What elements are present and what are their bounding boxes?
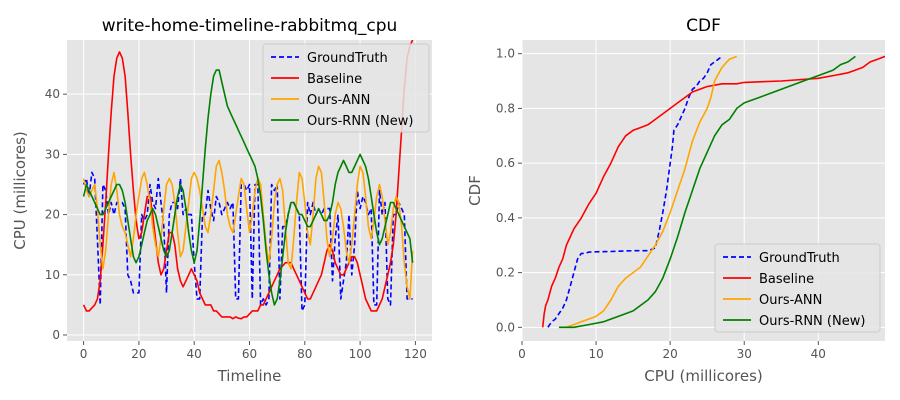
legend-entry: Ours-ANN xyxy=(307,93,370,108)
legend-box xyxy=(262,43,430,133)
x-tick-label: 30 xyxy=(737,347,752,361)
y-tick-label: 0.8 xyxy=(496,101,515,115)
timeline-chart: 0 20 40 60 80 100 120 0 10 20 30 40 write-home-timel… xyxy=(11,16,432,385)
y-tick-label: 20 xyxy=(45,208,60,222)
y-tick-label: 0.6 xyxy=(496,156,515,170)
series-line-ours-ann xyxy=(82,159,414,300)
series-line-baseline xyxy=(82,40,414,320)
legend-entry: GroundTruth xyxy=(307,51,388,66)
y-tick-label: 0 xyxy=(52,328,60,342)
x-tick-label: 40 xyxy=(187,347,202,361)
legend-entry: Ours-ANN xyxy=(759,293,822,308)
y-tick-label: 1.0 xyxy=(496,47,515,61)
series-line-ours-rnn-new xyxy=(559,55,856,329)
y-tick-label: 0.4 xyxy=(496,211,515,225)
x-axis-label: Timeline xyxy=(217,367,282,385)
legend-entry: Ours-RNN (New) xyxy=(759,314,865,329)
series-line-ours-rnn-new xyxy=(82,69,414,306)
x-tick-label: 60 xyxy=(242,347,257,361)
y-axis-label: CDF xyxy=(466,175,484,206)
legend: GroundTruth Baseline Ours-ANN Ours-RNN (New… xyxy=(714,243,881,333)
legend: GroundTruth Baseline Ours-ANN Ours-RNN (New… xyxy=(262,43,430,133)
chart-title: CDF xyxy=(686,16,721,36)
chart-title: write-home-timeline-rabbitmq_cpu xyxy=(102,16,398,36)
x-tick-label: 120 xyxy=(404,347,427,361)
x-tick-label: 0 xyxy=(80,347,88,361)
legend-entry: GroundTruth xyxy=(759,251,840,266)
x-tick-label: 20 xyxy=(131,347,146,361)
y-tick-label: 40 xyxy=(45,87,60,101)
x-axis-label: CPU (millicores) xyxy=(644,367,763,385)
y-tick-label: 0.0 xyxy=(496,320,515,334)
x-tick-label: 100 xyxy=(349,347,372,361)
y-axis-label: CPU (millicores) xyxy=(11,131,29,250)
x-tick-label: 20 xyxy=(663,347,678,361)
series-line-groundtruth xyxy=(82,171,413,312)
legend-entry: Ours-RNN (New) xyxy=(307,114,413,129)
y-tick-label: 10 xyxy=(45,268,60,282)
y-tick-label: 30 xyxy=(45,147,60,161)
series-line-baseline xyxy=(541,55,885,328)
cdf-chart: 0 10 20 30 40 0.0 0.2 0.4 0.6 0.8 1.0 CDF CPU (milli… xyxy=(466,16,885,385)
legend-entry: Baseline xyxy=(759,272,814,287)
x-tick-label: 40 xyxy=(811,347,826,361)
series-line-ours-ann xyxy=(566,55,738,329)
x-tick-label: 80 xyxy=(297,347,312,361)
series-group xyxy=(541,55,885,329)
x-tick-label: 0 xyxy=(518,347,526,361)
x-tick-label: 10 xyxy=(588,347,603,361)
legend-box xyxy=(714,243,881,333)
legend-entry: Baseline xyxy=(307,72,362,87)
y-tick-label: 0.2 xyxy=(496,266,515,280)
series-group xyxy=(82,40,414,320)
